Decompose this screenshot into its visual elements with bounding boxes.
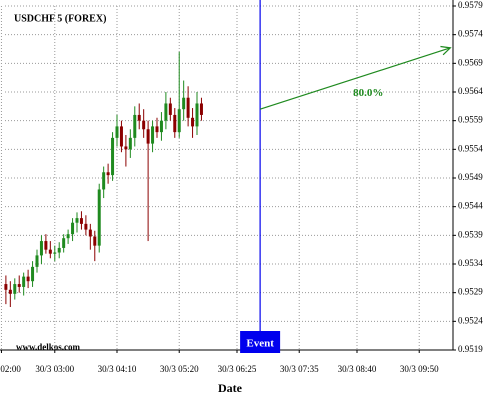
candle-body bbox=[53, 252, 57, 254]
chart-title: USDCHF 5 (FOREX) bbox=[14, 13, 106, 24]
candle-body bbox=[75, 218, 79, 223]
candle-body bbox=[111, 137, 115, 176]
candle-body bbox=[84, 223, 88, 230]
y-tick-label: 0.9534 bbox=[458, 258, 483, 268]
candle-body bbox=[93, 236, 97, 246]
candle-body bbox=[71, 222, 75, 235]
candle-body bbox=[151, 126, 155, 144]
y-tick-label: 0.9549 bbox=[458, 172, 483, 182]
x-tick-label: 30/3 07:35 bbox=[280, 364, 319, 374]
candle-body bbox=[173, 114, 177, 133]
y-tick-label: 0.9574 bbox=[458, 29, 483, 39]
candle-body bbox=[177, 109, 181, 133]
candle-body bbox=[142, 120, 146, 130]
candle-body bbox=[26, 276, 30, 282]
candle-body bbox=[186, 97, 190, 118]
y-tick-label: 0.9579 bbox=[458, 0, 483, 10]
candle-body bbox=[182, 97, 186, 110]
candle-body bbox=[159, 120, 163, 133]
x-tick-label: 30/3 02:00 bbox=[0, 364, 21, 374]
y-tick-label: 0.9564 bbox=[458, 86, 483, 96]
candle-body bbox=[31, 266, 35, 282]
candle-body bbox=[146, 129, 150, 144]
candle-body bbox=[88, 229, 92, 237]
candle-body bbox=[44, 241, 48, 250]
candle-body bbox=[115, 126, 119, 138]
candle-body bbox=[133, 114, 137, 138]
x-tick-label: 30/3 04:10 bbox=[98, 364, 137, 374]
arrow-head bbox=[440, 45, 452, 56]
x-tick-label: 30/3 03:00 bbox=[35, 364, 74, 374]
candle-body bbox=[66, 234, 70, 239]
candle-body bbox=[199, 103, 203, 115]
candle-body bbox=[119, 126, 123, 147]
candle-body bbox=[13, 284, 17, 294]
candle-body bbox=[195, 103, 199, 127]
x-axis-label: Date bbox=[218, 381, 243, 395]
candle-body bbox=[62, 238, 66, 248]
candle-body bbox=[164, 103, 168, 121]
candle-body bbox=[17, 284, 21, 287]
candle-body bbox=[22, 276, 26, 287]
y-tick-label: 0.9544 bbox=[458, 201, 483, 211]
forecast-arrow bbox=[259, 47, 451, 110]
candle-body bbox=[106, 172, 110, 176]
y-tick-label: 0.9519 bbox=[458, 344, 483, 354]
y-tick-label: 0.9554 bbox=[458, 143, 483, 153]
candle-body bbox=[57, 247, 61, 253]
candle-body bbox=[8, 289, 12, 294]
x-tick-label: 30/3 09:50 bbox=[400, 364, 439, 374]
x-tick-label: 30/3 05:20 bbox=[160, 364, 199, 374]
candle-body bbox=[124, 146, 128, 150]
candle-body bbox=[128, 137, 132, 150]
event-label: Event bbox=[246, 338, 274, 350]
candle-body bbox=[4, 284, 8, 290]
candle-body bbox=[79, 218, 83, 224]
candle-body bbox=[102, 172, 106, 190]
forecast-label: 80.0% bbox=[353, 87, 383, 99]
candle-body bbox=[191, 117, 195, 127]
candle-body bbox=[35, 255, 39, 267]
y-tick-label: 0.9569 bbox=[458, 57, 483, 67]
candle-body bbox=[155, 126, 159, 133]
event-box bbox=[240, 331, 281, 353]
candle-body bbox=[48, 249, 52, 254]
candle-body bbox=[168, 103, 172, 115]
candle-body bbox=[39, 241, 43, 256]
y-tick-label: 0.9539 bbox=[458, 229, 483, 239]
y-tick-label: 0.9529 bbox=[458, 287, 483, 297]
candle-body bbox=[137, 114, 141, 121]
x-tick-label: 30/3 08:40 bbox=[338, 364, 377, 374]
y-tick-label: 0.9559 bbox=[458, 115, 483, 125]
candle-body bbox=[97, 189, 101, 246]
watermark: www.delkos.com bbox=[16, 342, 81, 352]
y-tick-label: 0.9524 bbox=[458, 315, 483, 325]
x-tick-label: 30/3 06:25 bbox=[218, 364, 257, 374]
